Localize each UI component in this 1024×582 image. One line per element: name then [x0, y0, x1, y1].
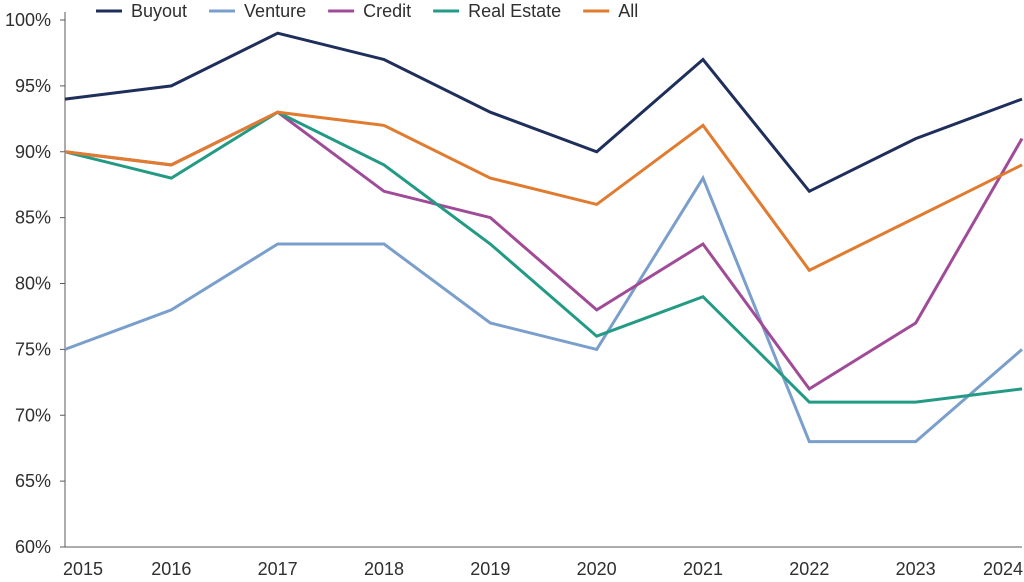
x-tick-label: 2024 — [983, 559, 1023, 579]
y-tick-label: 65% — [15, 471, 51, 491]
x-axis: 2015 2016 2017 2018 2019 2020 2021 2022 2023 2024 — [63, 546, 1023, 579]
y-tick-label: 100% — [5, 10, 51, 30]
x-tick-label: 2019 — [470, 559, 510, 579]
x-tick-label: 2017 — [258, 559, 298, 579]
x-tick-label: 2021 — [683, 559, 723, 579]
y-tick-label: 80% — [15, 274, 51, 294]
x-tick-label: 2023 — [896, 559, 936, 579]
y-tick-label: 90% — [15, 142, 51, 162]
x-tick-label: 2020 — [577, 559, 617, 579]
y-tick-label: 75% — [15, 339, 51, 359]
series-line-buyout — [64, 31, 1023, 194]
legend-label: Credit — [363, 1, 411, 21]
series-line-all — [64, 110, 1023, 273]
legend-item-buyout: Buyout — [96, 1, 187, 21]
y-tick-label: 70% — [15, 405, 51, 425]
y-tick-label: 85% — [15, 208, 51, 228]
legend-item-all: All — [583, 1, 638, 21]
x-tick-label: 2016 — [151, 559, 191, 579]
x-tick-label: 2018 — [364, 559, 404, 579]
legend-item-real-estate: Real Estate — [433, 1, 561, 21]
plot-area — [64, 31, 1024, 444]
legend-label: Real Estate — [468, 1, 561, 21]
series-line-real-estate — [64, 110, 1023, 404]
y-tick-label: 95% — [15, 76, 51, 96]
y-tick-label: 60% — [15, 537, 51, 557]
x-tick-label: 2022 — [789, 559, 829, 579]
legend-item-credit: Credit — [328, 1, 411, 21]
legend-item-venture: Venture — [209, 1, 306, 21]
legend-label: All — [618, 1, 638, 21]
legend: Buyout Venture Credit Real Estate All — [96, 1, 638, 21]
legend-label: Venture — [244, 1, 306, 21]
x-tick-label: 2015 — [63, 559, 103, 579]
legend-label: Buyout — [131, 1, 187, 21]
series-line-venture — [64, 174, 1023, 444]
y-axis: 60% 65% 70% 75% 80% 85% 90% 95% 100% — [5, 10, 66, 557]
